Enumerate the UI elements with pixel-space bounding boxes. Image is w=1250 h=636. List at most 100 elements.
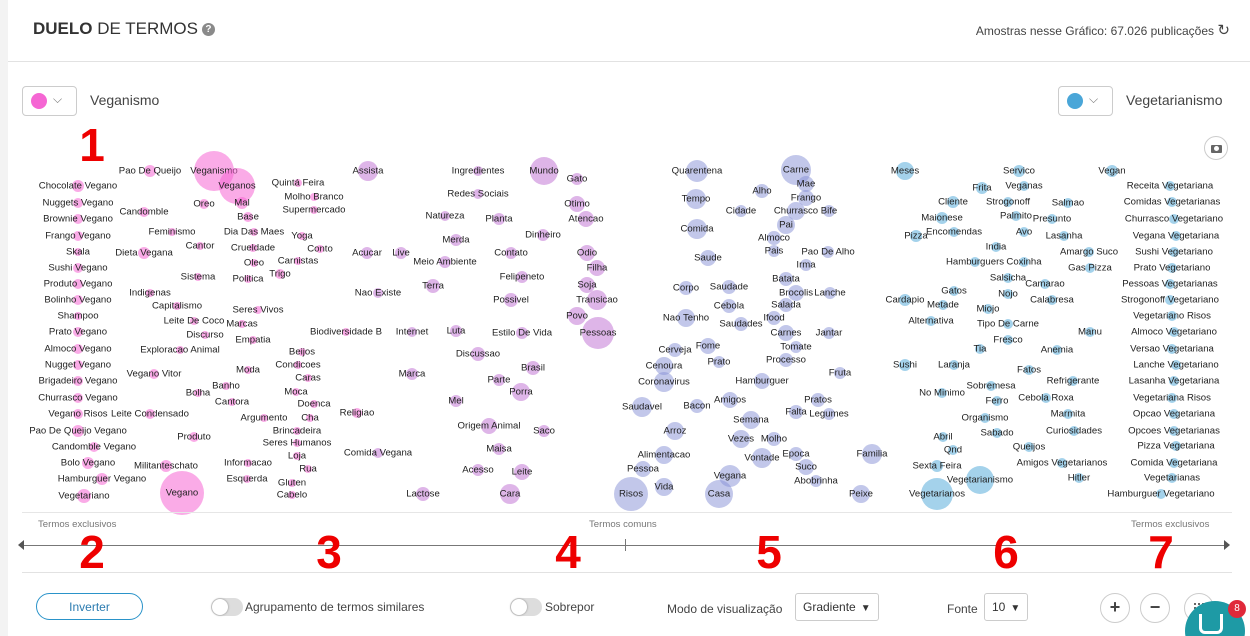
term-word[interactable]: Mal	[234, 197, 250, 209]
term-word[interactable]: Ingredientes	[451, 165, 505, 177]
term-word[interactable]: Vegana	[713, 470, 747, 482]
term-bubble[interactable]	[1013, 165, 1025, 177]
term-word[interactable]: Suco	[795, 461, 817, 473]
term-word[interactable]: Cebola	[713, 300, 745, 312]
term-word[interactable]: Transicao	[576, 294, 618, 306]
term-word[interactable]: Bacon	[683, 400, 711, 412]
term-word[interactable]: Comidas Vegetarianas	[1123, 196, 1221, 208]
term-word[interactable]: Informacao	[224, 457, 272, 469]
term-bubble[interactable]	[679, 281, 693, 295]
term-word[interactable]: Mae	[796, 178, 816, 190]
term-word[interactable]: Lasanha	[1045, 230, 1083, 242]
term-word[interactable]: Contato	[494, 247, 528, 259]
term-word[interactable]: Sushi Vegano	[48, 262, 108, 274]
term-bubble[interactable]	[310, 206, 318, 214]
term-word[interactable]: Hamburguer Vegetariano	[1107, 488, 1215, 500]
term-word[interactable]: Vontade	[744, 452, 780, 464]
term-bubble[interactable]	[589, 260, 605, 276]
term-word[interactable]: Arroz	[663, 425, 687, 437]
right-color-picker[interactable]: ⌵	[1058, 86, 1113, 116]
term-word[interactable]: Terra	[422, 280, 444, 292]
term-word[interactable]: Pais	[764, 245, 784, 257]
term-bubble[interactable]	[1019, 257, 1029, 267]
term-bubble[interactable]	[472, 464, 484, 476]
term-bubble[interactable]	[778, 325, 794, 341]
term-bubble[interactable]	[73, 279, 83, 289]
term-word[interactable]: India	[985, 241, 1007, 253]
term-word[interactable]: Comida	[680, 223, 714, 235]
term-bubble[interactable]	[654, 372, 674, 392]
term-bubble[interactable]	[800, 259, 812, 271]
term-bubble[interactable]	[77, 489, 91, 503]
term-bubble[interactable]	[779, 353, 793, 367]
term-bubble[interactable]	[1165, 279, 1175, 289]
term-word[interactable]: Alimentacao	[637, 449, 691, 461]
term-bubble[interactable]	[635, 461, 651, 477]
term-word[interactable]: Condicoes	[275, 359, 321, 371]
term-bubble[interactable]	[1171, 360, 1181, 370]
term-word[interactable]: Fome	[695, 340, 721, 352]
term-bubble[interactable]	[1069, 426, 1079, 436]
term-bubble[interactable]	[579, 277, 595, 293]
term-bubble[interactable]	[293, 439, 301, 447]
term-word[interactable]: Vegetariana Risos	[1133, 392, 1211, 404]
term-bubble[interactable]	[705, 480, 733, 508]
term-bubble[interactable]	[632, 397, 652, 417]
term-word[interactable]: Almoco Vegetariano	[1131, 326, 1217, 338]
term-word[interactable]: Saudades	[719, 318, 763, 330]
term-word[interactable]: Porra	[509, 386, 533, 398]
term-word[interactable]: Doenca	[297, 398, 331, 410]
term-word[interactable]: Vegana Vegetariana	[1132, 230, 1220, 242]
term-word[interactable]: Opcao Vegetariana	[1132, 408, 1216, 420]
term-word[interactable]: Brocolis	[778, 287, 814, 299]
term-bubble[interactable]	[1167, 393, 1177, 403]
camera-icon[interactable]	[1204, 136, 1228, 160]
term-word[interactable]: Sexta Feira	[912, 460, 962, 472]
term-word[interactable]: Strogonoff	[985, 196, 1031, 208]
term-bubble[interactable]	[983, 304, 993, 314]
term-bubble[interactable]	[139, 207, 149, 217]
refresh-icon[interactable]: ↻	[1217, 22, 1230, 39]
term-word[interactable]: Redes Sociais	[447, 188, 509, 200]
term-word[interactable]: Internet	[395, 326, 429, 338]
term-word[interactable]: Gas Pizza	[1068, 262, 1112, 274]
term-word[interactable]: Vegetariano Risos	[1133, 310, 1211, 322]
term-bubble[interactable]	[1074, 473, 1084, 483]
term-word[interactable]: Militanteschato	[134, 460, 198, 472]
term-bubble[interactable]	[852, 485, 870, 503]
term-word[interactable]: Carne	[782, 164, 810, 176]
term-bubble[interactable]	[254, 306, 262, 314]
term-word[interactable]: Politica	[232, 273, 264, 285]
term-word[interactable]: Vegetarianismo	[946, 474, 1014, 486]
term-bubble[interactable]	[1169, 247, 1179, 257]
term-bubble[interactable]	[790, 341, 802, 353]
term-word[interactable]: Nao Existe	[354, 287, 402, 299]
term-bubble[interactable]	[1003, 335, 1013, 345]
term-bubble[interactable]	[1003, 197, 1013, 207]
term-word[interactable]: Argumento	[240, 412, 288, 424]
term-bubble[interactable]	[471, 347, 485, 361]
term-bubble[interactable]	[1059, 231, 1069, 241]
term-bubble[interactable]	[742, 411, 760, 429]
term-word[interactable]: Prato Vegetariano	[1133, 262, 1211, 274]
term-word[interactable]: Bolo Vegano	[60, 457, 116, 469]
term-word[interactable]: Marca	[398, 368, 426, 380]
term-bubble[interactable]	[677, 309, 695, 327]
term-bubble[interactable]	[73, 295, 83, 305]
term-bubble[interactable]	[582, 317, 614, 349]
term-word[interactable]: Brincadeira	[272, 425, 322, 437]
term-bubble[interactable]	[493, 374, 505, 386]
term-bubble[interactable]	[236, 197, 248, 209]
term-bubble[interactable]	[250, 228, 258, 236]
term-bubble[interactable]	[1052, 345, 1062, 355]
term-bubble[interactable]	[72, 425, 84, 437]
term-bubble[interactable]	[722, 299, 736, 313]
term-word[interactable]: Queijos	[1012, 441, 1046, 453]
term-bubble[interactable]	[1169, 458, 1179, 468]
term-bubble[interactable]	[722, 392, 738, 408]
term-word[interactable]: Saco	[533, 425, 555, 437]
term-word[interactable]: Churrasco	[773, 205, 819, 217]
term-word[interactable]: Peixe	[849, 488, 873, 500]
term-word[interactable]: Sabado	[980, 427, 1014, 439]
term-bubble[interactable]	[948, 445, 958, 455]
